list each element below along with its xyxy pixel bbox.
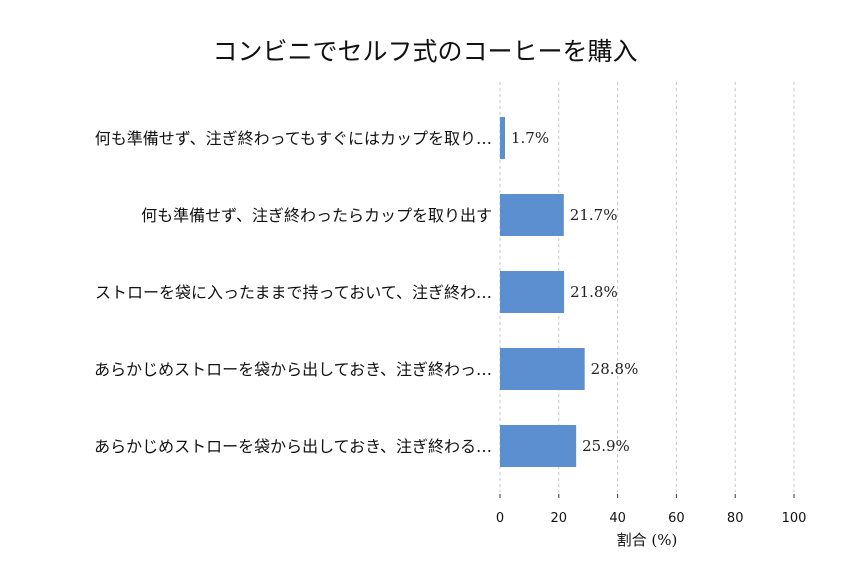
value-label: 21.7% (570, 206, 618, 224)
x-tick-label: 0 (496, 511, 504, 526)
category-label: ストローを袋に入ったままで持っておいて、注ぎ終わ… (95, 283, 492, 302)
category-label: 何も準備せず、注ぎ終わってもすぐにはカップを取り… (95, 129, 492, 148)
value-label: 28.8% (591, 360, 639, 378)
x-axis-label: 割合 (%) (617, 531, 678, 549)
x-tick-label: 40 (609, 511, 626, 526)
bar (500, 271, 565, 313)
value-label: 25.9% (582, 437, 630, 455)
x-tick-label: 20 (551, 511, 568, 526)
category-labels: 何も準備せず、注ぎ終わってもすぐにはカップを取り… 何も準備せず、注ぎ終わったらカ… (94, 129, 492, 456)
bar (500, 348, 585, 390)
chart-title: コンビニでセルフ式のコーヒーを購入 (212, 37, 637, 66)
x-tick-label: 100 (782, 511, 807, 526)
bars (500, 117, 585, 467)
category-label: あらかじめストローを袋から出しておき、注ぎ終わっ… (94, 360, 492, 379)
category-label: 何も準備せず、注ぎ終わったらカップを取り出す (141, 206, 492, 225)
bar (500, 194, 564, 236)
value-labels: 1.7% 21.7% 21.8% 28.8% 25.9% (511, 129, 638, 455)
value-label: 1.7% (511, 129, 549, 147)
x-tick-label: 80 (727, 511, 744, 526)
bar (500, 117, 505, 159)
category-label: あらかじめストローを袋から出しておき、注ぎ終わる… (94, 437, 492, 456)
x-tick-label: 60 (668, 511, 685, 526)
x-axis-ticks: 0 20 40 60 80 100 (496, 494, 807, 526)
value-label: 21.8% (570, 283, 618, 301)
bar (500, 425, 577, 467)
